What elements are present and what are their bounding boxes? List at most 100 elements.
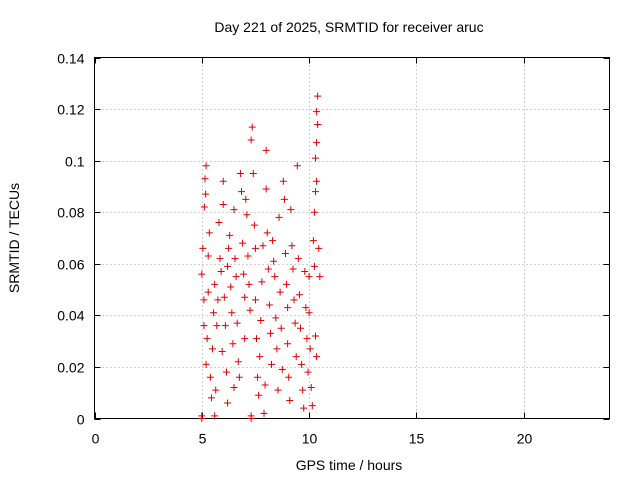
data-point xyxy=(249,170,257,178)
data-point xyxy=(203,335,211,343)
data-point xyxy=(312,332,320,340)
data-point xyxy=(231,255,239,263)
data-point xyxy=(313,353,321,361)
data-point xyxy=(255,391,263,399)
data-point xyxy=(254,373,262,381)
data-point xyxy=(313,139,321,147)
data-point xyxy=(251,296,259,304)
data-point xyxy=(284,340,292,348)
data-point xyxy=(247,412,255,420)
data-point xyxy=(202,162,210,170)
y-tick-label: 0.04 xyxy=(57,308,84,324)
data-point xyxy=(310,262,318,270)
data-point xyxy=(301,268,309,276)
x-axis-label: GPS time / hours xyxy=(296,457,403,473)
data-point xyxy=(283,280,291,288)
data-point xyxy=(309,237,317,245)
data-point xyxy=(200,296,208,304)
data-point xyxy=(288,242,296,250)
data-point xyxy=(228,309,236,317)
chart-title: Day 221 of 2025, SRMTID for receiver aru… xyxy=(214,19,483,35)
data-point xyxy=(306,345,314,353)
data-point xyxy=(200,203,208,211)
data-point xyxy=(256,353,264,361)
data-point xyxy=(308,402,316,410)
data-point xyxy=(230,206,238,214)
data-point xyxy=(204,252,212,260)
data-point xyxy=(271,273,279,281)
data-point xyxy=(213,322,221,330)
data-point xyxy=(303,335,311,343)
data-point xyxy=(216,255,224,263)
data-point xyxy=(229,340,237,348)
point-layer xyxy=(198,92,324,422)
data-point xyxy=(200,322,208,330)
data-point xyxy=(297,324,304,332)
y-tick-label: 0.14 xyxy=(57,51,84,67)
data-point xyxy=(302,304,310,312)
data-point xyxy=(293,162,301,170)
data-point xyxy=(219,177,227,185)
data-point xyxy=(243,211,251,219)
data-point xyxy=(291,319,299,327)
data-point xyxy=(206,373,214,381)
data-point xyxy=(284,304,292,312)
data-point xyxy=(235,373,243,381)
data-point xyxy=(292,353,300,361)
tick-layer: 0 0.02 0.04 0.06 0.08 0.1 0.12 0.14 0 5 10 15 20 xyxy=(57,51,610,447)
plot-frame xyxy=(94,57,610,419)
y-axis-label: SRMTID / TECUs xyxy=(6,183,22,293)
data-point xyxy=(198,270,206,278)
x-tick-label: 0 xyxy=(92,431,100,447)
data-point xyxy=(226,231,234,239)
data-point xyxy=(260,409,268,417)
data-point xyxy=(269,237,277,245)
grid-layer xyxy=(94,57,610,419)
data-point xyxy=(244,252,252,260)
data-point xyxy=(313,177,321,185)
data-point xyxy=(250,221,258,229)
data-point xyxy=(281,249,289,257)
data-point xyxy=(234,358,242,366)
data-point xyxy=(202,360,210,368)
x-tick-label: 10 xyxy=(302,431,318,447)
data-point xyxy=(304,368,312,376)
data-point xyxy=(247,136,255,144)
data-point xyxy=(207,394,215,402)
y-tick-label: 0.1 xyxy=(65,154,85,170)
data-point xyxy=(214,296,222,304)
data-point xyxy=(225,244,233,252)
data-point xyxy=(233,319,241,327)
data-point xyxy=(264,265,272,273)
data-point xyxy=(258,278,266,286)
data-point xyxy=(257,317,265,325)
x-tick-label: 15 xyxy=(409,431,425,447)
data-point xyxy=(274,386,282,394)
data-point xyxy=(265,301,273,309)
data-point xyxy=(299,386,307,394)
data-point xyxy=(248,123,256,131)
data-point xyxy=(239,239,247,247)
data-point xyxy=(294,255,302,263)
data-point xyxy=(285,373,293,381)
data-point xyxy=(232,273,240,281)
data-point xyxy=(242,195,250,203)
data-point xyxy=(236,170,244,178)
data-point xyxy=(286,396,294,404)
data-point xyxy=(199,244,207,252)
data-point xyxy=(263,229,271,237)
data-point xyxy=(300,404,308,412)
data-point xyxy=(275,213,283,221)
data-point xyxy=(253,335,261,343)
data-point xyxy=(211,280,219,288)
data-point xyxy=(277,324,285,332)
data-point xyxy=(313,108,321,116)
data-point xyxy=(251,244,259,252)
data-point xyxy=(259,242,267,250)
data-point xyxy=(215,219,223,227)
data-point xyxy=(241,293,249,301)
data-point xyxy=(262,146,270,154)
data-point xyxy=(246,306,254,314)
data-point xyxy=(212,386,220,394)
